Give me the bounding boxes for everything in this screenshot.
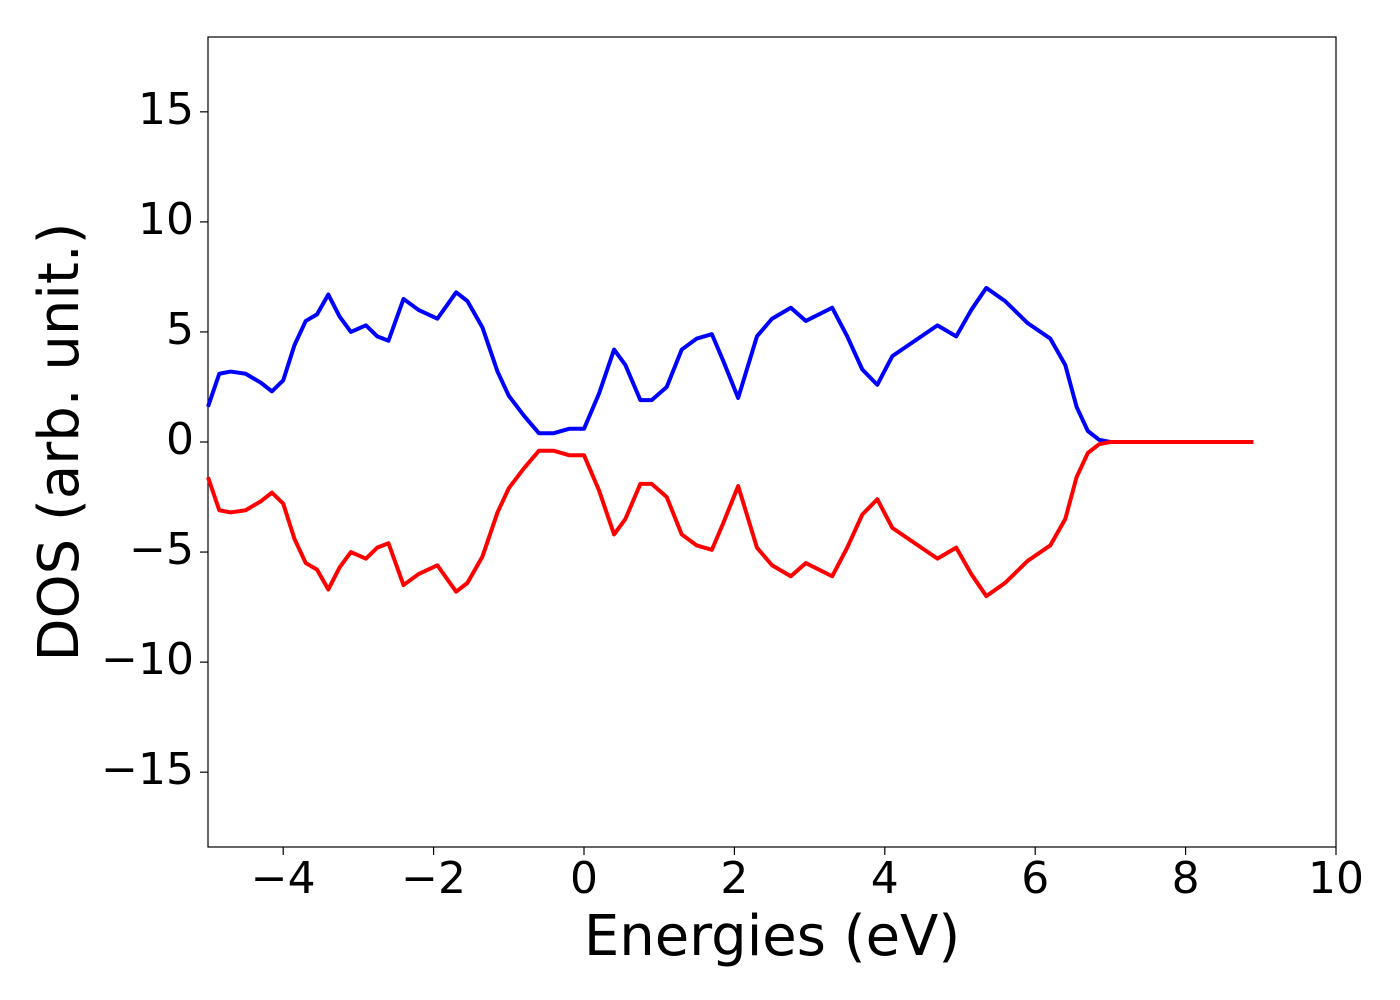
x-tick-label: −4: [251, 853, 316, 904]
y-axis-label: DOS (arb. unit.): [27, 222, 92, 661]
line-series: [206, 440, 1254, 599]
y-tick-label: 5: [166, 304, 194, 355]
x-tick-label: 2: [720, 853, 748, 904]
y-tick-label: 0: [166, 414, 194, 465]
x-tick-label: 4: [871, 853, 899, 904]
x-tick-label: 10: [1308, 853, 1364, 904]
x-tick-label: 0: [570, 853, 598, 904]
x-tick-label: 6: [1021, 853, 1049, 904]
y-tick-label: 10: [138, 194, 194, 245]
line-series: [206, 285, 1254, 444]
x-tick-label: 8: [1172, 853, 1200, 904]
y-tick-label: 15: [138, 84, 194, 135]
y-tick-label: −5: [129, 524, 194, 575]
y-tick-label: −15: [101, 744, 194, 795]
x-tick-label: −2: [401, 853, 466, 904]
y-tick-label: −10: [101, 634, 194, 685]
x-axis-label: Energies (eV): [584, 904, 960, 969]
